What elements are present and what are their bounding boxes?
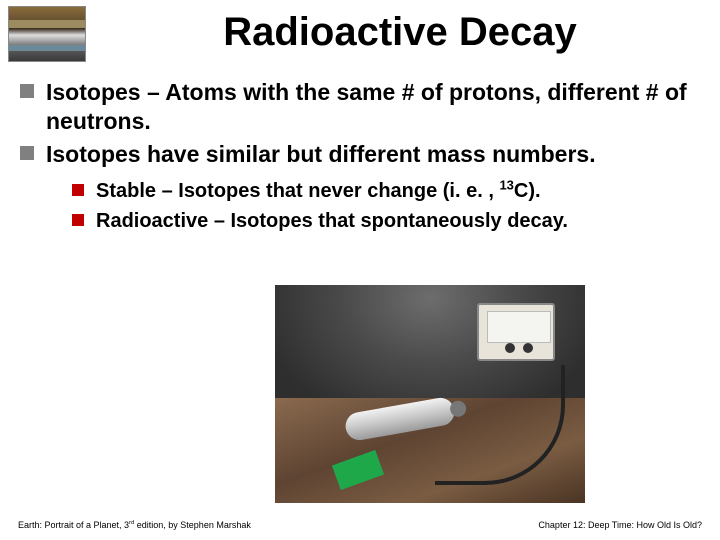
slide-title: Radioactive Decay [100,10,700,55]
square-bullet-icon [72,214,84,226]
bullet-level2-item: Radioactive – Isotopes that spontaneousl… [72,208,700,234]
square-bullet-icon [20,84,34,98]
bullet-level1-item: Isotopes have similar but different mass… [20,140,700,169]
slide: Radioactive Decay Isotopes – Atoms with … [0,0,720,540]
bullet-level1-item: Isotopes – Atoms with the same # of prot… [20,78,700,136]
footer-left-suffix: edition, by Stephen Marshak [134,520,251,530]
bullet-text: Stable – Isotopes that never change (i. … [96,178,541,204]
text-prefix: Stable – Isotopes that never change (i. … [96,180,499,202]
corner-thumbnail [8,6,86,62]
text-suffix: C). [514,180,541,202]
content-area: Isotopes – Atoms with the same # of prot… [20,78,700,238]
footer-right: Chapter 12: Deep Time: How Old Is Old? [538,520,702,530]
bullet-text: Isotopes – Atoms with the same # of prot… [46,78,700,136]
footer-left: Earth: Portrait of a Planet, 3rd edition… [18,520,251,530]
bullet-text: Radioactive – Isotopes that spontaneousl… [96,208,568,234]
photo-meter-box [477,303,555,361]
square-bullet-icon [20,146,34,160]
bullet-text: Isotopes have similar but different mass… [46,140,596,169]
footer-left-prefix: Earth: Portrait of a Planet, 3 [18,520,129,530]
bullet-level2-item: Stable – Isotopes that never change (i. … [72,178,700,204]
superscript: 13 [499,178,513,193]
square-bullet-icon [72,184,84,196]
geiger-counter-photo [275,285,585,503]
